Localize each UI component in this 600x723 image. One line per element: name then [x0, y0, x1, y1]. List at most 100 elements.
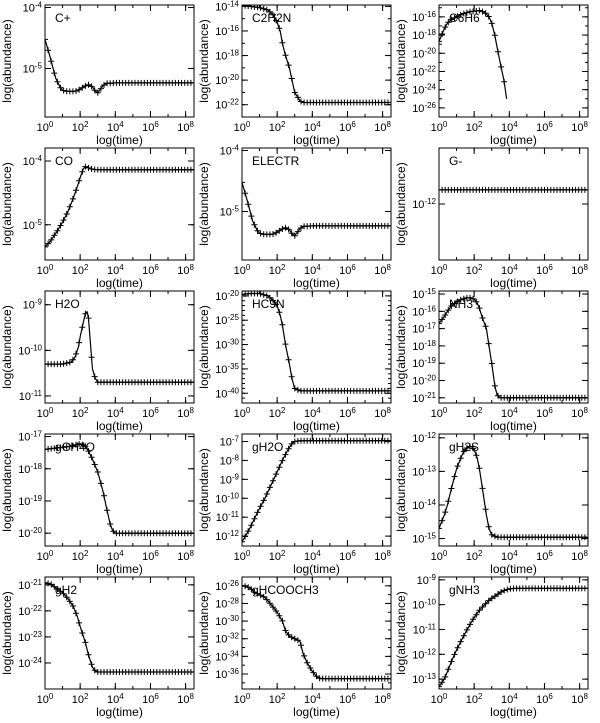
- data-point: [479, 485, 486, 492]
- data-point: [291, 385, 298, 392]
- data-point: [498, 589, 505, 595]
- data-point: [266, 484, 273, 491]
- data-point: [57, 588, 64, 595]
- data-point: [54, 78, 61, 85]
- x-tick-label: 104: [501, 263, 518, 277]
- data-point: [257, 592, 264, 599]
- y-tick-label: 10-20: [412, 374, 436, 388]
- data-point: [473, 298, 480, 305]
- data-point: [501, 587, 508, 594]
- data-point: [448, 658, 455, 665]
- data-point: [485, 597, 492, 604]
- data-point: [63, 360, 70, 367]
- data-point: [104, 507, 111, 514]
- y-tick-label: 10-12: [412, 647, 436, 661]
- x-tick-label: 104: [107, 120, 124, 134]
- y-tick-label: 10-20: [18, 526, 42, 540]
- data-point: [191, 669, 194, 675]
- data-point: [310, 669, 317, 676]
- data-point: [248, 522, 255, 529]
- data-point: [69, 603, 76, 609]
- data-point: [263, 596, 270, 603]
- y-axis-label: log(abundance): [0, 305, 14, 388]
- data-point: [279, 457, 286, 464]
- data-point: [191, 530, 194, 537]
- data-point: [66, 598, 73, 605]
- subplot-gh2s: 100 102 104 106 108 10-12 10-13 10-14 10-15 log(t…: [394, 431, 589, 576]
- data-point: [45, 579, 48, 586]
- x-axis-label: log(time): [490, 705, 537, 719]
- plot-frame: [241, 147, 392, 261]
- data-point: [94, 469, 101, 475]
- series-group: [439, 443, 588, 541]
- data-point: [288, 230, 295, 237]
- x-tick-label: 104: [107, 406, 124, 420]
- x-tick-label: 104: [501, 120, 518, 134]
- data-point: [79, 84, 86, 91]
- subplot-ghcooch3: 100 102 104 106 108 10-26 10-28 10-30 10-32 10-34…: [197, 576, 392, 719]
- data-point: [448, 303, 455, 309]
- x-tick-label: 106: [142, 406, 159, 420]
- data-point: [45, 47, 52, 54]
- data-point: [445, 307, 452, 314]
- y-tick-label: 10-11: [216, 510, 240, 524]
- x-tick-label: 108: [571, 549, 588, 563]
- data-point: [110, 528, 117, 535]
- data-point: [457, 11, 464, 18]
- x-axis-label: log(time): [96, 562, 143, 576]
- x-tick-label: 104: [304, 263, 321, 277]
- data-point: [76, 619, 83, 626]
- data-point: [488, 595, 495, 602]
- data-point: [282, 341, 289, 348]
- data-point: [491, 593, 498, 600]
- data-point: [445, 19, 452, 26]
- data-point: [107, 521, 114, 527]
- data-point: [245, 528, 252, 535]
- series-line: [242, 440, 391, 543]
- data-point: [82, 443, 89, 450]
- x-tick-label: 106: [142, 692, 159, 706]
- plot-frame: [44, 290, 195, 404]
- data-point: [191, 379, 194, 386]
- data-point: [585, 534, 588, 541]
- data-point: [460, 632, 467, 639]
- y-tick-label: 10-4: [23, 154, 43, 168]
- data-point: [97, 480, 104, 487]
- x-tick-label: 104: [107, 692, 124, 706]
- x-tick-label: 106: [536, 549, 553, 563]
- y-tick-label: 10-22: [215, 98, 239, 112]
- y-tick-label: 10-10: [215, 491, 239, 505]
- x-tick-label: 108: [374, 263, 391, 277]
- data-point: [248, 586, 255, 593]
- x-tick-label: 102: [269, 406, 286, 420]
- data-point: [470, 616, 477, 623]
- data-point: [285, 631, 292, 638]
- series-group: [242, 291, 391, 394]
- y-axis-label: log(abundance): [394, 448, 408, 531]
- data-point: [467, 621, 473, 628]
- data-point: [66, 203, 73, 210]
- data-point: [294, 228, 301, 235]
- species-title: HC9N: [252, 297, 285, 311]
- data-point: [491, 382, 498, 389]
- data-point: [266, 8, 273, 15]
- x-tick-label: 108: [177, 692, 194, 706]
- y-axis-label: log(abundance): [0, 19, 14, 102]
- data-point: [454, 13, 461, 20]
- data-point: [482, 10, 489, 17]
- data-point: [101, 82, 107, 88]
- x-tick-label: 106: [339, 692, 356, 706]
- data-point: [298, 642, 304, 649]
- data-point: [439, 38, 442, 45]
- y-tick-label: 10-18: [18, 462, 42, 476]
- plot-frame: [438, 4, 589, 118]
- data-point: [313, 673, 320, 680]
- data-point: [76, 339, 83, 346]
- data-point: [294, 386, 301, 393]
- x-tick-label: 104: [304, 692, 321, 706]
- y-tick-label: 10-25: [215, 313, 239, 327]
- data-point: [73, 350, 79, 357]
- data-point: [48, 581, 55, 588]
- data-point: [245, 201, 252, 208]
